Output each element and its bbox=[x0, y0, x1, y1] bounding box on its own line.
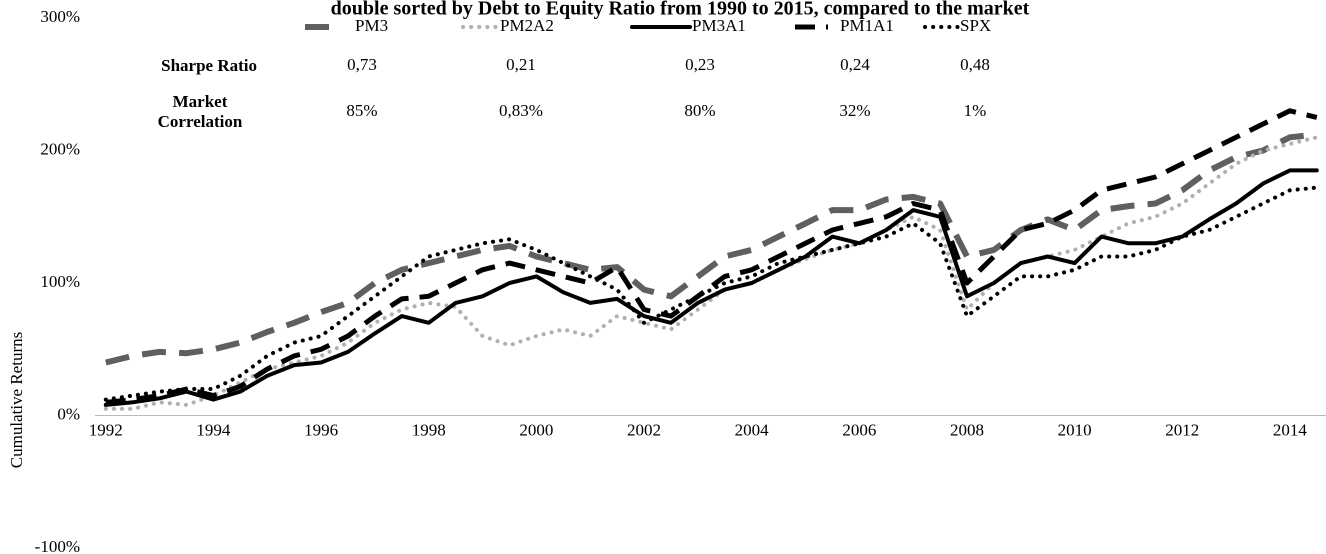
series-line bbox=[105, 108, 1318, 405]
y-tick-label: 200% bbox=[40, 139, 80, 158]
series-line bbox=[103, 135, 1319, 411]
x-tick-label: 2010 bbox=[1058, 420, 1092, 439]
series-line bbox=[105, 131, 1318, 366]
table-cell: 1% bbox=[964, 101, 987, 120]
series-line bbox=[103, 168, 1319, 407]
legend-label: PM3A1 bbox=[692, 16, 746, 35]
x-tick-label: 1994 bbox=[196, 420, 231, 439]
y-tick-label: 300% bbox=[40, 7, 80, 26]
y-tick-label: 100% bbox=[40, 272, 80, 291]
y-tick-label: 0% bbox=[57, 404, 80, 423]
x-tick-label: 1992 bbox=[89, 420, 123, 439]
legend-label: PM2A2 bbox=[500, 16, 554, 35]
chart-title: double sorted by Debt to Equity Ratio fr… bbox=[331, 0, 1030, 20]
table-cell: 0,24 bbox=[840, 55, 870, 74]
table-cell: 0,73 bbox=[347, 55, 377, 74]
table-cell: 80% bbox=[684, 101, 715, 120]
table-row-label: Market Correlation bbox=[157, 92, 243, 131]
table-cell: 0,48 bbox=[960, 55, 990, 74]
x-tick-label: 2004 bbox=[735, 420, 770, 439]
x-tick-label: 1998 bbox=[412, 420, 446, 439]
table-cell: 85% bbox=[346, 101, 377, 120]
x-tick-label: 2006 bbox=[842, 420, 876, 439]
table-cell: 0,21 bbox=[506, 55, 536, 74]
table-row-label: Sharpe Ratio bbox=[161, 56, 257, 75]
table-cell: 32% bbox=[839, 101, 870, 120]
legend-label: PM1A1 bbox=[840, 16, 894, 35]
table-cell: 0,83% bbox=[499, 101, 543, 120]
x-tick-label: 2000 bbox=[519, 420, 553, 439]
legend-label: SPX bbox=[960, 16, 991, 35]
legend-label: PM3 bbox=[355, 16, 388, 35]
x-tick-label: 2002 bbox=[627, 420, 661, 439]
y-tick-label: -100% bbox=[35, 537, 80, 554]
y-axis-label: Cumulative Returns bbox=[7, 332, 26, 468]
table-cell: 0,23 bbox=[685, 55, 715, 74]
x-tick-label: 1996 bbox=[304, 420, 338, 439]
x-tick-label: 2008 bbox=[950, 420, 984, 439]
x-tick-label: 2014 bbox=[1273, 420, 1308, 439]
x-tick-label: 2012 bbox=[1165, 420, 1199, 439]
